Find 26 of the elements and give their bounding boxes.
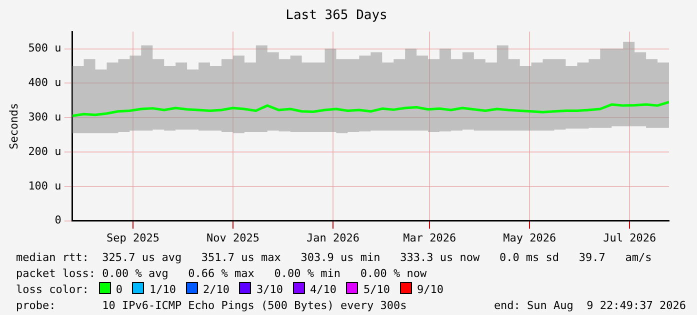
x-tick-label: Nov 2025 <box>206 231 260 244</box>
text: 0 <box>116 283 122 296</box>
x-tick-label: Sep 2025 <box>106 231 160 244</box>
y-tick-label: 400 u <box>28 76 62 90</box>
text: median rtt: 325.7 us avg 351.7 us max 303.9 us min 333.3 us now 0.0 ms sd 39.7 am/s <box>16 250 653 266</box>
text: 9/10 <box>416 283 444 296</box>
y-tick-label: 200 u <box>28 144 62 158</box>
text: 4/10 <box>310 283 336 296</box>
text: 2/10 <box>202 283 230 296</box>
y-tick-label: 100 u <box>28 179 62 192</box>
text: 3/10 <box>256 283 283 296</box>
x-tick-label: Mar 2026 <box>403 231 456 244</box>
x-tick-label: May 2026 <box>503 231 556 244</box>
text: 1/10 <box>149 283 176 296</box>
text: 5/10 <box>363 283 390 296</box>
x-tick-label: Jan 2026 <box>306 231 360 244</box>
chart-title: Last 365 Days <box>286 8 388 24</box>
text: probe: 10 IPv6-ICMP Echo Pings (500 Bytes) every 300s <box>16 299 407 312</box>
x-tick-label: Jul 2026 <box>603 231 656 244</box>
y-tick-label: 500 u <box>28 42 62 55</box>
text: end: Sun Aug 9 22:49:37 2026 <box>494 298 686 314</box>
y-axis-title: Seconds <box>7 103 20 150</box>
text: packet loss: 0.00 % avg 0.66 % max 0.00 % min 0.00 % now <box>16 266 428 282</box>
y-tick-label: 300 u <box>28 110 62 124</box>
y-tick-label: 0 <box>54 214 62 227</box>
text: loss color: <box>16 283 89 296</box>
